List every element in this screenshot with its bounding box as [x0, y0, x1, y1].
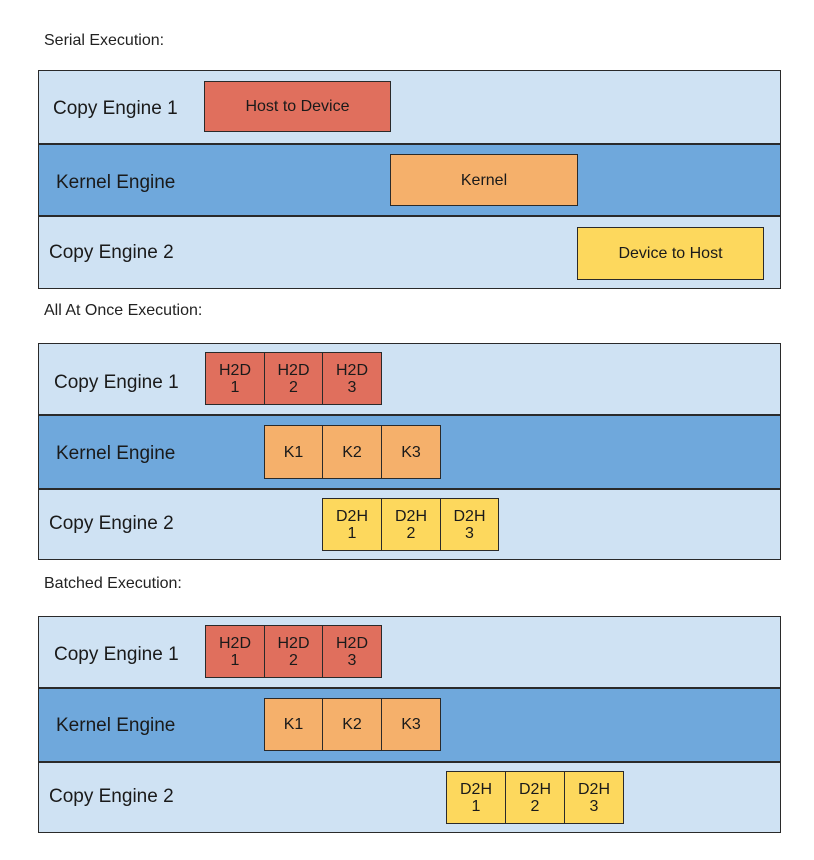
lane-label: Kernel Engine [56, 715, 176, 736]
section-title-batched: Batched Execution: [44, 575, 182, 592]
block-d2h-3: D2H 3 [564, 771, 624, 824]
block-k1: K1 [264, 698, 323, 751]
block-d2h-3: D2H 3 [440, 498, 499, 551]
lane-copy-engine-1: Copy Engine 1 [38, 616, 781, 688]
lane-copy-engine-1: Copy Engine 1 [38, 343, 781, 415]
lane-copy-engine-1: Copy Engine 1 [38, 70, 781, 144]
block-k3: K3 [381, 425, 441, 479]
block-k1: K1 [264, 425, 323, 479]
section-title-serial: Serial Execution: [44, 32, 165, 49]
block-d2h-2: D2H 2 [381, 498, 441, 551]
block-h2d-1: H2D 1 [205, 625, 265, 678]
block-h2d-3: H2D 3 [322, 352, 382, 405]
block-kernel: Kernel [390, 154, 578, 206]
block-k2: K2 [322, 425, 382, 479]
block-k3: K3 [381, 698, 441, 751]
block-host-to-device: Host to Device [204, 81, 391, 132]
lane-label: Copy Engine 2 [49, 242, 174, 263]
block-h2d-1: H2D 1 [205, 352, 265, 405]
block-device-to-host: Device to Host [577, 227, 764, 280]
lane-label: Copy Engine 1 [53, 98, 178, 119]
block-h2d-2: H2D 2 [264, 625, 323, 678]
lane-label: Copy Engine 2 [49, 513, 174, 534]
block-h2d-2: H2D 2 [264, 352, 323, 405]
lane-label: Kernel Engine [56, 443, 176, 464]
lane-label: Copy Engine 1 [54, 372, 179, 393]
section-title-all-at-once: All At Once Execution: [44, 302, 203, 319]
block-d2h-1: D2H 1 [322, 498, 382, 551]
lane-label: Copy Engine 1 [54, 644, 179, 665]
block-d2h-2: D2H 2 [505, 771, 565, 824]
lane-label: Copy Engine 2 [49, 786, 174, 807]
block-d2h-1: D2H 1 [446, 771, 506, 824]
lane-copy-engine-2: Copy Engine 2 [38, 762, 781, 833]
lane-label: Kernel Engine [56, 172, 176, 193]
block-h2d-3: H2D 3 [322, 625, 382, 678]
block-k2: K2 [322, 698, 382, 751]
